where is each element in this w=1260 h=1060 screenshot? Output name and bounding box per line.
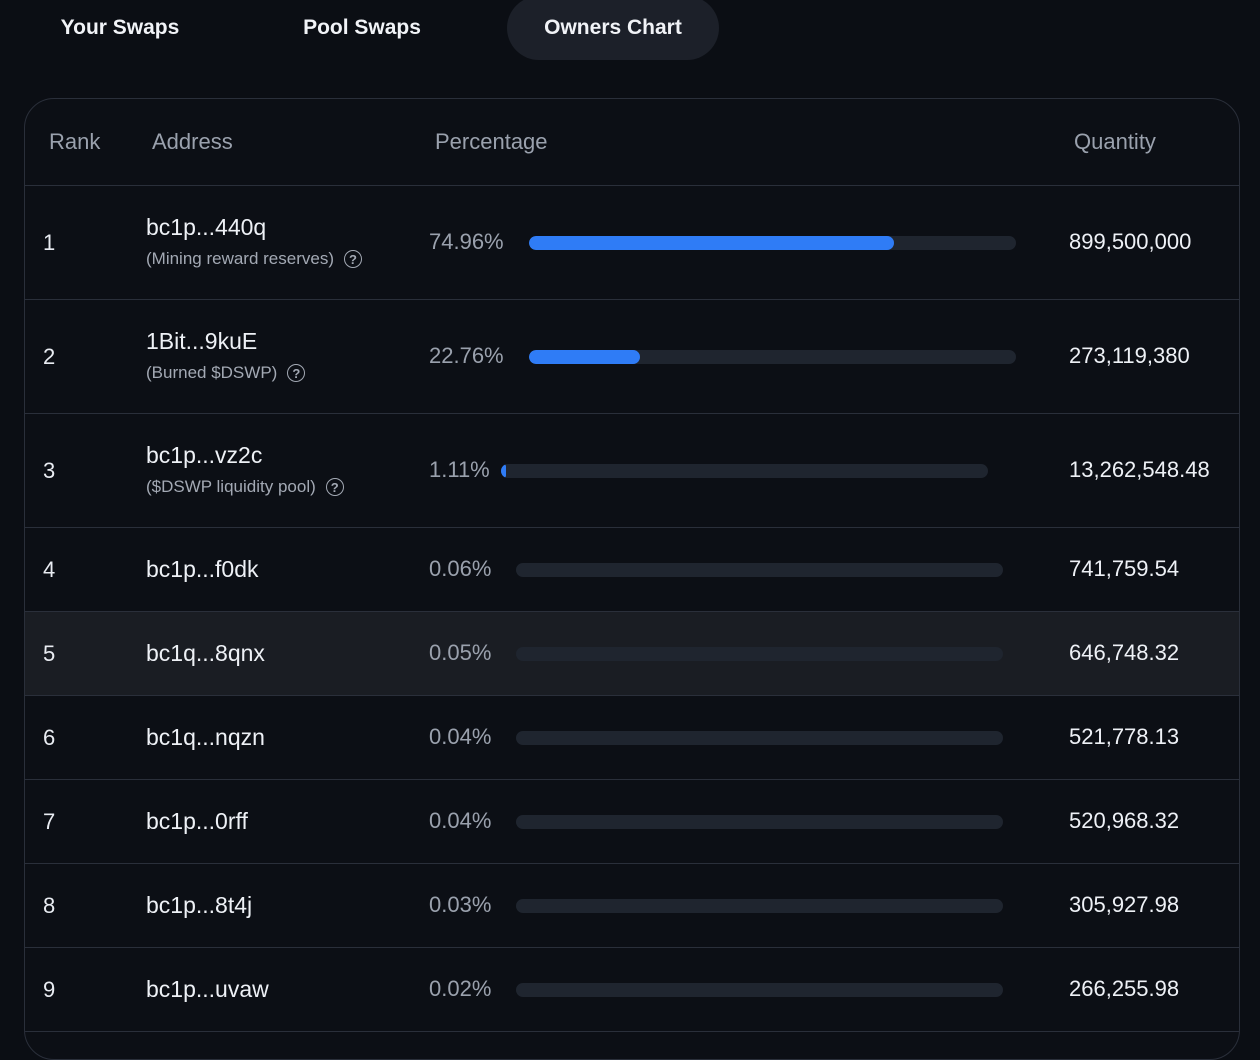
row-note-text: ($DSWP liquidity pool) xyxy=(146,477,316,496)
header-rank: Rank xyxy=(49,129,101,154)
table-row[interactable]: 4 bc1p...f0dk 0.06% 741,759.54 xyxy=(25,528,1239,612)
row-address[interactable]: bc1p...440q xyxy=(146,214,267,240)
row-percentage: 0.03% xyxy=(429,892,492,917)
percentage-bar-fill xyxy=(529,350,640,364)
row-quantity: 520,968.32 xyxy=(1069,808,1180,833)
percentage-bar-track xyxy=(529,350,1016,364)
row-percentage: 0.05% xyxy=(429,640,492,665)
row-rank: 7 xyxy=(43,809,56,834)
table-header: Rank Address Percentage Quantity xyxy=(25,99,1239,186)
row-rank: 4 xyxy=(43,557,56,582)
row-percentage: 22.76% xyxy=(429,343,504,368)
percentage-bar-track xyxy=(516,731,1003,745)
row-rank: 6 xyxy=(43,725,56,750)
row-percentage: 74.96% xyxy=(429,229,504,254)
table-row[interactable]: 7 bc1p...0rff 0.04% 520,968.32 xyxy=(25,780,1239,864)
table-row[interactable]: 9 bc1p...uvaw 0.02% 266,255.98 xyxy=(25,948,1239,1032)
row-address-note: ($DSWP liquidity pool)? xyxy=(146,477,344,497)
tab-bar: Your Swaps Pool Swaps Owners Chart xyxy=(0,0,1260,62)
question-circle-icon[interactable]: ? xyxy=(344,250,362,268)
row-rank: 5 xyxy=(43,641,56,666)
row-address[interactable]: bc1p...vz2c xyxy=(146,442,263,468)
row-address-note: (Mining reward reserves)? xyxy=(146,249,362,269)
row-quantity: 646,748.32 xyxy=(1069,640,1180,665)
row-address-note: (Burned $DSWP)? xyxy=(146,363,306,383)
question-circle-icon[interactable]: ? xyxy=(287,364,306,382)
row-quantity: 273,119,380 xyxy=(1069,343,1190,368)
row-rank: 1 xyxy=(43,230,56,255)
row-percentage: 0.04% xyxy=(429,808,492,833)
percentage-bar-track xyxy=(516,815,1003,829)
row-address[interactable]: bc1q...8qnx xyxy=(146,640,265,666)
table-row[interactable]: 8 bc1p...8t4j 0.03% 305,927.98 xyxy=(25,864,1239,948)
row-address[interactable]: bc1p...f0dk xyxy=(146,556,259,582)
header-address: Address xyxy=(152,129,233,154)
percentage-bar-track xyxy=(516,983,1003,997)
question-circle-icon[interactable]: ? xyxy=(325,478,344,496)
percentage-bar-track xyxy=(516,647,1003,661)
table-row[interactable]: 6 bc1q...nqzn 0.04% 521,778.13 xyxy=(25,696,1239,780)
row-quantity: 266,255.98 xyxy=(1069,976,1180,1001)
row-quantity: 521,778.13 xyxy=(1069,724,1180,749)
header-percentage: Percentage xyxy=(435,129,548,154)
table-row[interactable]: 5 bc1q...8qnx 0.05% 646,748.32 xyxy=(25,612,1239,696)
table-row[interactable]: 1 bc1p...440q (Mining reward reserves)? 74.… xyxy=(25,186,1239,300)
row-address[interactable]: bc1p...8t4j xyxy=(146,892,253,918)
tab-your-swaps[interactable]: Your Swaps xyxy=(60,16,180,39)
row-rank: 2 xyxy=(43,344,56,369)
row-quantity: 741,759.54 xyxy=(1069,556,1180,581)
row-percentage: 0.02% xyxy=(429,976,492,1001)
row-quantity: 899,500,000 xyxy=(1069,229,1192,254)
row-percentage: 0.06% xyxy=(429,556,492,581)
percentage-bar-track xyxy=(516,899,1003,913)
header-quantity: Quantity xyxy=(1074,129,1156,154)
row-address[interactable]: bc1p...uvaw xyxy=(146,976,269,1002)
tab-owners-chart[interactable]: Owners Chart xyxy=(507,0,719,60)
row-address[interactable]: bc1p...0rff xyxy=(146,808,248,834)
owners-table: Rank Address Percentage Quantity 1 bc1p..… xyxy=(24,98,1240,1060)
percentage-bar-track xyxy=(529,236,1016,250)
row-address[interactable]: bc1q...nqzn xyxy=(146,724,265,750)
row-percentage: 1.11% xyxy=(429,457,490,482)
percentage-bar-track xyxy=(516,563,1003,577)
tab-pool-swaps[interactable]: Pool Swaps xyxy=(303,16,421,39)
row-rank: 3 xyxy=(43,458,56,483)
percentage-bar-fill xyxy=(501,464,506,478)
row-rank: 8 xyxy=(43,893,56,918)
table-row[interactable]: 3 bc1p...vz2c ($DSWP liquidity pool)? 1.11%… xyxy=(25,414,1239,528)
row-note-text: (Burned $DSWP) xyxy=(146,363,278,382)
row-percentage: 0.04% xyxy=(429,724,492,749)
row-quantity: 305,927.98 xyxy=(1069,892,1180,917)
row-rank: 9 xyxy=(43,977,56,1002)
percentage-bar-fill xyxy=(529,236,894,250)
row-note-text: (Mining reward reserves) xyxy=(146,249,334,268)
percentage-bar-track xyxy=(501,464,988,478)
row-address[interactable]: 1Bit...9kuE xyxy=(146,328,258,354)
row-quantity: 13,262,548.48 xyxy=(1069,457,1210,482)
table-row[interactable]: 2 1Bit...9kuE (Burned $DSWP)? 22.76% 273,119… xyxy=(25,300,1239,414)
